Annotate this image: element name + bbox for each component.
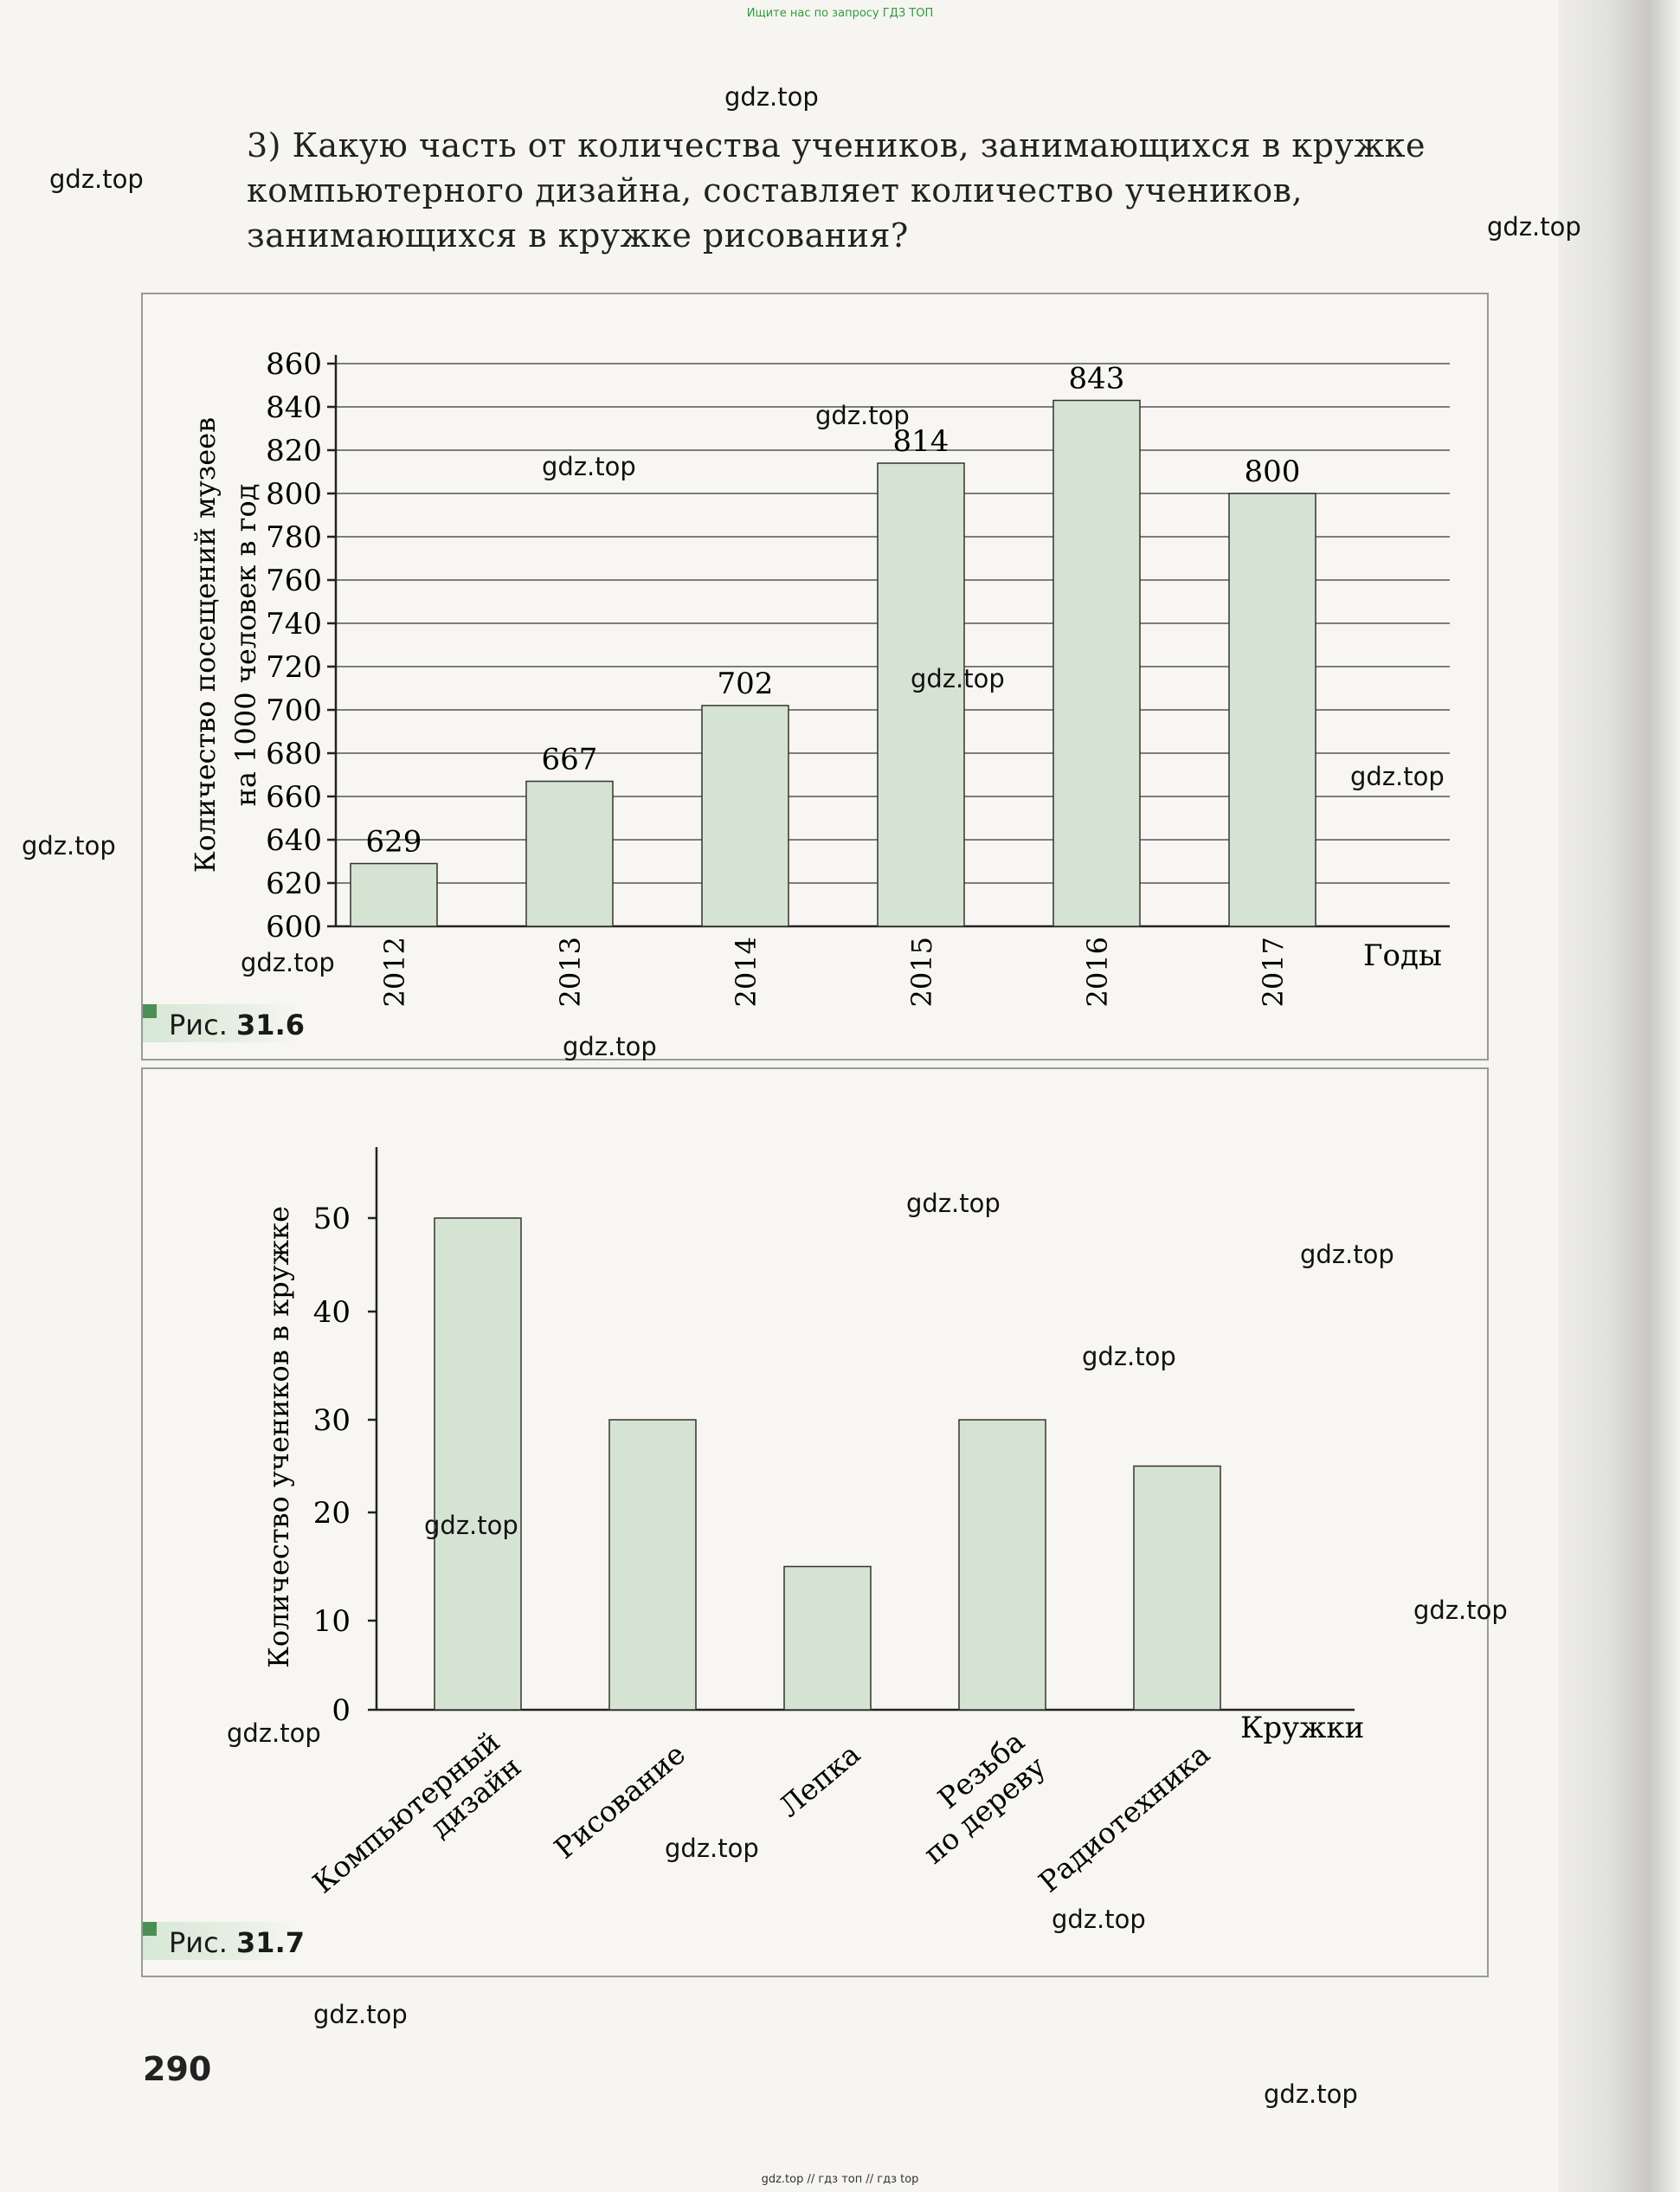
watermark: gdz.top — [1264, 2079, 1358, 2109]
bar-2013 — [525, 780, 614, 927]
y-tick-label: 30 — [313, 1403, 351, 1438]
y-axis-label: Количество учеников в кружке — [262, 1206, 295, 1668]
watermark: gdz.top — [1082, 1342, 1176, 1371]
x-tick-label: 2014 — [730, 937, 763, 1007]
bar-category-5 — [1133, 1465, 1221, 1711]
x-axis-label: Кружки — [1240, 1711, 1364, 1745]
watermark: gdz.top — [424, 1511, 518, 1540]
book-spine — [1558, 0, 1680, 2192]
y-tick-label: 640 — [266, 823, 322, 858]
data-label: 814 — [893, 424, 949, 459]
y-tick-label: 50 — [313, 1202, 351, 1236]
x-tick-label: Лепка — [772, 1737, 866, 1823]
data-label: 667 — [542, 743, 598, 777]
watermark: gdz.top — [227, 1718, 321, 1748]
y-tick-label: 620 — [266, 867, 322, 901]
bar-2012 — [350, 862, 438, 927]
y-axis-label-line2: на 1000 человек в год — [229, 484, 262, 807]
watermark: gdz.top — [542, 452, 636, 481]
x-tick-label: 2013 — [554, 937, 587, 1007]
figure-31-6: 600 620 640 660 680 700 720 740 760 780 800 820 840 8… — [141, 293, 1489, 1061]
bar-2016 — [1052, 399, 1141, 927]
y-tick-label: 720 — [266, 650, 322, 685]
y-tick-label: 700 — [266, 693, 322, 728]
question-3-text: 3) Какую часть от количества учеников, з… — [247, 126, 1426, 255]
chart-museum-visits: 600 620 640 660 680 700 720 740 760 780 800 820 840 8… — [189, 347, 1450, 1007]
y-tick-label: 40 — [313, 1295, 351, 1330]
caption-number: 31.6 — [236, 1009, 305, 1041]
data-label: 629 — [366, 825, 422, 860]
caption-prefix: Рис. — [169, 1926, 228, 1959]
figure-31-6-caption: Рис. 31.6 — [143, 1004, 307, 1042]
x-tick-label: 2017 — [1257, 937, 1290, 1007]
x-tick-label: 2015 — [905, 937, 938, 1007]
y-tick-label: 680 — [266, 737, 322, 771]
y-tick-label: 740 — [266, 607, 322, 641]
y-tick-label: 10 — [313, 1604, 351, 1639]
y-tick-label: 780 — [266, 520, 322, 555]
caption-marker-icon — [143, 1004, 157, 1018]
data-label: 702 — [718, 667, 774, 701]
data-label: 843 — [1069, 362, 1125, 396]
caption-marker-icon — [143, 1922, 157, 1936]
bar-2015 — [877, 462, 965, 927]
caption-prefix: Рис. — [169, 1009, 228, 1041]
x-axis-label: Годы — [1363, 938, 1442, 973]
figure-31-7: 0 10 20 30 40 50 Компьютерный дизайн Рисование Ле… — [141, 1067, 1489, 1977]
caption-number: 31.7 — [236, 1926, 305, 1959]
watermark: gdz.top — [815, 401, 910, 430]
bar-category-2 — [608, 1419, 697, 1711]
bar-2017 — [1228, 493, 1316, 927]
bar-2014 — [701, 705, 789, 927]
watermark: gdz.top — [724, 82, 819, 112]
watermark: gdz.top — [1413, 1596, 1508, 1625]
watermark: gdz.top — [1350, 762, 1445, 791]
watermark: gdz.top — [665, 1834, 759, 1863]
x-tick-label: 2016 — [1081, 937, 1114, 1007]
y-axis-label-line1: Количество посещений музеев — [189, 417, 222, 873]
data-label: 800 — [1245, 455, 1301, 489]
watermark: gdz.top — [1052, 1905, 1146, 1934]
watermark: gdz.top — [563, 1032, 657, 1061]
top-banner-note[interactable]: Ищите нас по запросу ГДЗ ТОП — [746, 7, 934, 20]
watermark: gdz.top — [906, 1189, 1001, 1218]
x-tick-label: Радиотехника — [1033, 1737, 1217, 1899]
watermark: gdz.top — [22, 831, 116, 861]
x-tick-label: 2012 — [378, 937, 411, 1007]
bar-category-1 — [434, 1217, 522, 1711]
bottom-note: gdz.top // гдз топ // гдз top — [761, 2173, 919, 2186]
watermark: gdz.top — [313, 2000, 408, 2029]
y-tick-label: 660 — [266, 780, 322, 815]
bar-category-3 — [783, 1565, 872, 1711]
bar-category-4 — [958, 1419, 1046, 1711]
watermark: gdz.top — [911, 664, 1005, 693]
watermark: gdz.top — [1487, 212, 1581, 242]
y-tick-label: 820 — [266, 434, 322, 468]
y-tick-label: 760 — [266, 564, 322, 598]
y-tick-label: 600 — [266, 910, 322, 944]
figure-31-7-caption: Рис. 31.7 — [143, 1922, 307, 1960]
y-tick-label: 20 — [313, 1496, 351, 1531]
y-tick-label: 860 — [266, 347, 322, 382]
watermark: gdz.top — [241, 948, 335, 977]
y-tick-label: 800 — [266, 477, 322, 512]
page-number: 290 — [143, 2050, 212, 2088]
watermark: gdz.top — [49, 164, 144, 194]
y-tick-label: 840 — [266, 390, 322, 425]
watermark: gdz.top — [1300, 1240, 1394, 1269]
y-tick-label: 0 — [331, 1693, 351, 1728]
